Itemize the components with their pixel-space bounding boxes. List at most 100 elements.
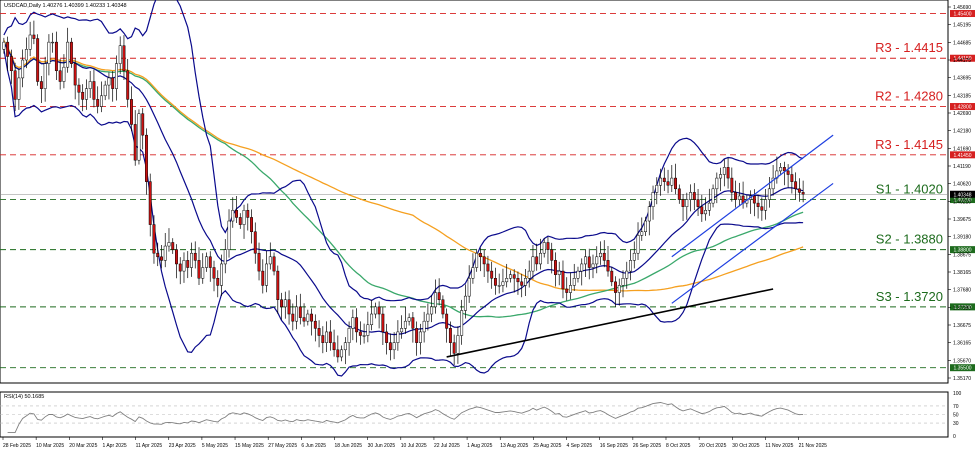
candle-body: [764, 199, 768, 211]
candle-body: [463, 295, 467, 311]
candle-body: [508, 274, 512, 279]
x-tick-label: 15 May 2025: [235, 443, 264, 449]
candle-body: [220, 263, 223, 286]
axis-level-label: 1.35500: [953, 366, 971, 372]
candle-body: [644, 220, 647, 232]
y-tick-label: 1.43695: [953, 76, 971, 82]
x-tick-label: 10 Jul 2025: [401, 443, 427, 449]
axis-level-label: 1.45400: [953, 12, 971, 18]
candle-body: [617, 285, 621, 293]
candle-body: [478, 252, 482, 258]
axis-level-badge: [950, 10, 975, 18]
candle-body: [602, 252, 606, 261]
candle-body: [737, 195, 741, 200]
x-tick-label: 10 Mar 2025: [36, 443, 64, 449]
candle-body: [554, 260, 557, 275]
trend-channel-lines: [446, 134, 834, 358]
x-tick-label: 18 Jun 2025: [334, 443, 362, 449]
candle-body: [291, 313, 295, 322]
candle-body: [475, 252, 479, 268]
candle-body: [242, 210, 246, 225]
candle-body: [137, 113, 141, 161]
candle-body: [310, 313, 314, 322]
candle-body: [212, 267, 216, 279]
candle-body: [546, 242, 550, 250]
candle-body: [471, 267, 475, 279]
trend-line: [446, 288, 774, 358]
candle-body: [456, 335, 460, 354]
candle-body: [614, 281, 617, 293]
candle-body: [328, 331, 332, 343]
candle-body: [685, 199, 689, 207]
y-tick-label: 1.44175: [953, 58, 971, 64]
candle-body: [625, 270, 629, 279]
candle-body: [73, 63, 77, 86]
candle-body: [130, 99, 133, 125]
x-tick-label: 20 Mar 2025: [69, 443, 97, 449]
candle-body: [445, 313, 449, 329]
candle-body: [88, 81, 92, 89]
rsi-tick-label: 30: [953, 421, 959, 427]
candle-body: [373, 306, 377, 315]
candle-body: [655, 184, 659, 193]
candle-body: [107, 77, 111, 86]
candle-body: [9, 56, 13, 72]
candle-body: [670, 177, 674, 186]
bollinger-lower: [3, 49, 804, 377]
candle-body: [426, 313, 430, 322]
y-tick-label: 1.36675: [953, 323, 971, 329]
candle-body: [700, 206, 704, 215]
candle-body: [182, 260, 186, 272]
candle-body: [711, 188, 715, 204]
x-tick-label: 28 Feb 2025: [3, 443, 31, 449]
axis-level-label: 1.42800: [953, 105, 971, 111]
candle-body: [295, 306, 299, 322]
candle-body: [629, 260, 632, 272]
x-tick-label: 4 Sep 2025: [567, 443, 593, 449]
y-tick-label: 1.45195: [953, 23, 971, 29]
axis-level-label: 1.44150: [953, 56, 971, 62]
candle-body: [370, 313, 374, 326]
candle-body: [531, 256, 535, 272]
candle-body: [272, 256, 276, 272]
y-tick-label: 1.35670: [953, 358, 971, 364]
bollinger-middle: [3, 41, 804, 336]
candle-body: [306, 313, 310, 322]
candle-body: [715, 177, 719, 190]
candle-body: [358, 331, 362, 336]
level-labels: R3 - 1.4415 R2 - 1.4280 R3 - 1.4145 S1 - 1.…: [875, 40, 943, 304]
y-tick-label: 1.37180: [953, 305, 971, 311]
candle-body: [178, 263, 182, 272]
candle-body: [411, 317, 415, 329]
candle-body: [246, 210, 250, 218]
y-tick-label: 1.38675: [953, 252, 971, 258]
x-tick-label: 8 Oct 2025: [666, 443, 691, 449]
candle-body: [505, 278, 509, 283]
axis-level-badge: [950, 54, 975, 62]
candle-body: [441, 299, 445, 315]
candle-body: [493, 278, 497, 286]
candle-body: [92, 81, 96, 100]
candle-body: [433, 292, 437, 308]
rsi-line: [7, 402, 804, 434]
candle-body: [557, 270, 561, 275]
chart-title: USDCAD,Daily 1.40276 1.40399 1.40233 1.4…: [4, 3, 127, 9]
candle-body: [77, 84, 81, 93]
level-label-r1: R3 - 1.4145: [875, 137, 943, 152]
candle-body: [797, 188, 801, 193]
candle-body: [66, 41, 70, 68]
candle-body: [163, 245, 167, 261]
candle-body: [167, 242, 171, 247]
x-tick-label: 1 Aug 2025: [467, 443, 493, 449]
candlesticks: [2, 20, 805, 366]
candle-body: [418, 331, 422, 343]
price-panel[interactable]: [0, 0, 949, 384]
axis-level-label: 1.37200: [953, 305, 971, 311]
rsi-title: RSI(14) 50.1685: [4, 394, 44, 400]
candle-body: [520, 281, 524, 286]
rsi-tick-label: 70: [953, 404, 959, 410]
candle-body: [381, 313, 385, 333]
candle-body: [674, 177, 677, 190]
candle-body: [69, 41, 73, 64]
